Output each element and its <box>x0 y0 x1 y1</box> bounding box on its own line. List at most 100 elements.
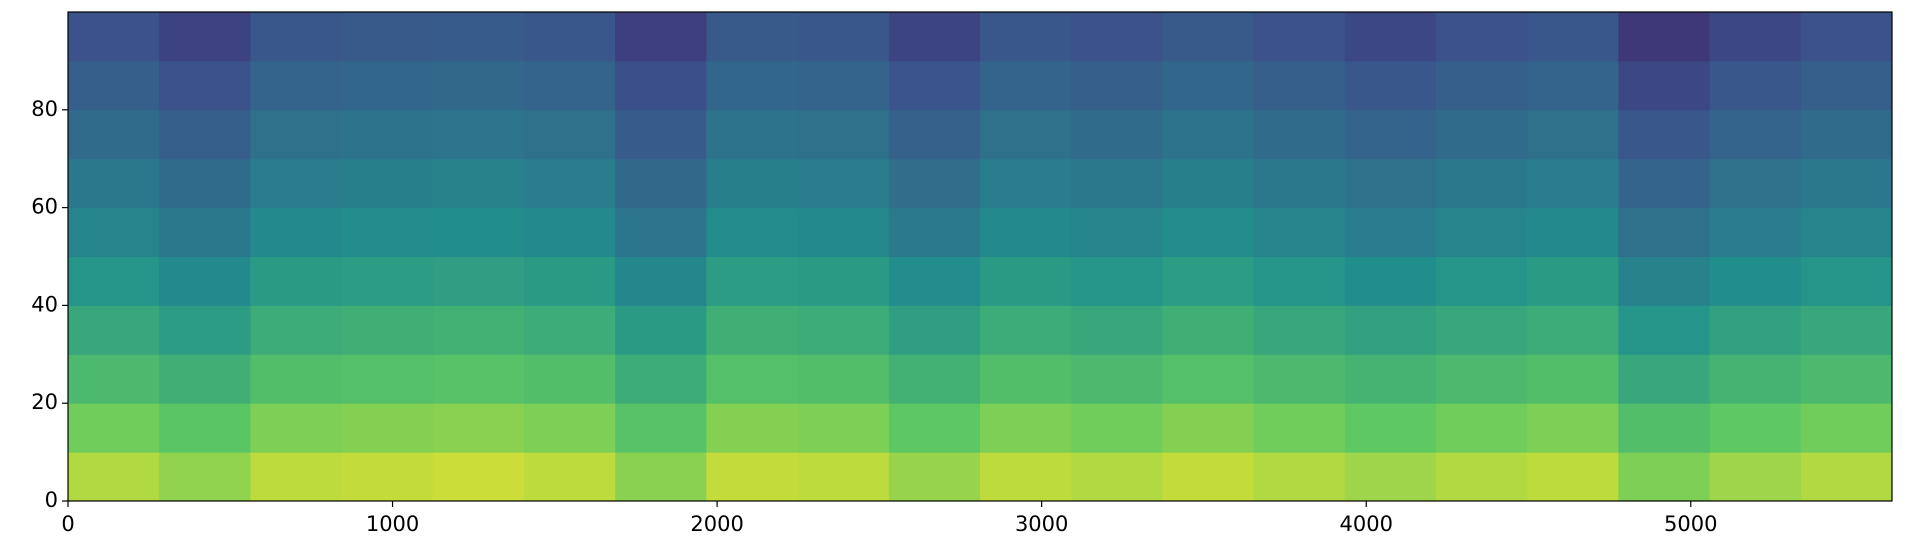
heatmap-cell <box>615 256 707 306</box>
heatmap-cell <box>980 256 1072 306</box>
heatmap-cell <box>432 403 525 453</box>
heatmap-cell <box>432 207 525 257</box>
heatmap-cell <box>68 305 160 355</box>
heatmap-cell <box>1800 60 1893 111</box>
heatmap-cell <box>68 256 160 306</box>
heatmap-cell <box>341 158 434 209</box>
heatmap-cell <box>432 12 525 62</box>
heatmap-cell <box>706 12 799 62</box>
heatmap-cell <box>159 158 251 209</box>
heatmap-cell <box>1618 60 1711 111</box>
heatmap-cell <box>1253 403 1346 453</box>
x-tick-label: 1000 <box>366 512 419 536</box>
heatmap-cell <box>1071 158 1163 209</box>
heatmap-cell <box>615 403 707 453</box>
heatmap-cell <box>1344 452 1437 502</box>
heatmap-cell <box>797 452 890 502</box>
heatmap-cell <box>1527 452 1619 502</box>
heatmap-cell <box>797 60 890 111</box>
heatmap-cell <box>1071 60 1163 111</box>
y-tick-label: 40 <box>31 292 58 316</box>
heatmap-cell <box>615 60 707 111</box>
heatmap-cell <box>1253 256 1346 306</box>
heatmap-cell <box>1527 305 1619 355</box>
heatmap-cell <box>341 109 434 160</box>
heatmap-cell <box>524 60 616 111</box>
heatmap-cell <box>706 403 799 453</box>
heatmap-cell <box>1709 60 1802 111</box>
heatmap-cell <box>341 60 434 111</box>
y-tick-label: 60 <box>31 195 58 219</box>
heatmap-cell <box>1344 207 1437 257</box>
heatmap-cell <box>524 158 616 209</box>
heatmap-cell <box>1436 12 1528 62</box>
heatmap-cell <box>1253 109 1346 160</box>
x-tick-label: 0 <box>61 512 74 536</box>
heatmap-cell <box>1071 12 1163 62</box>
heatmap-cell <box>706 305 799 355</box>
heatmap-cell <box>432 305 525 355</box>
heatmap-cell <box>888 12 981 62</box>
heatmap-cell <box>250 12 343 62</box>
heatmap-cell <box>615 354 707 404</box>
heatmap-cell <box>1162 207 1255 257</box>
heatmap-cell <box>797 256 890 306</box>
heatmap-cell <box>1527 354 1619 404</box>
heatmap-cell <box>1162 60 1255 111</box>
heatmap-cell <box>68 207 160 257</box>
heatmap-cell <box>980 207 1072 257</box>
heatmap-cell <box>1618 354 1711 404</box>
heatmap-cell <box>250 305 343 355</box>
heatmap-cell <box>159 354 251 404</box>
heatmap-cell <box>341 256 434 306</box>
heatmap-cell <box>1709 305 1802 355</box>
heatmap-cell <box>524 403 616 453</box>
heatmap-cell <box>1618 12 1711 62</box>
heatmap-cell <box>1800 12 1893 62</box>
heatmap-cell <box>706 207 799 257</box>
heatmap-cell <box>524 354 616 404</box>
heatmap-cell <box>797 403 890 453</box>
heatmap-cell <box>888 354 981 404</box>
heatmap-cell <box>1618 109 1711 160</box>
heatmap-cell <box>888 109 981 160</box>
heatmap-cell <box>888 60 981 111</box>
heatmap-cell <box>980 403 1072 453</box>
heatmap-cell <box>1253 452 1346 502</box>
heatmap-cell <box>1162 12 1255 62</box>
heatmap-cell <box>1253 158 1346 209</box>
heatmap-cell <box>1436 158 1528 209</box>
heatmap-cell <box>341 207 434 257</box>
heatmap-cell <box>1344 12 1437 62</box>
heatmap-cell <box>524 256 616 306</box>
heatmap-cell <box>1709 158 1802 209</box>
heatmap-cell <box>1162 354 1255 404</box>
y-tick-label: 0 <box>45 488 58 512</box>
heatmap-cell <box>159 452 251 502</box>
heatmap-cell <box>1527 12 1619 62</box>
heatmap-cell <box>68 158 160 209</box>
heatmap-cell <box>980 60 1072 111</box>
heatmap-cell <box>250 158 343 209</box>
heatmap-cell <box>1618 207 1711 257</box>
heatmap-cell <box>159 305 251 355</box>
heatmap-cell <box>1071 403 1163 453</box>
heatmap-cell <box>888 256 981 306</box>
heatmap-cell <box>1618 305 1711 355</box>
heatmap-cell <box>432 109 525 160</box>
y-tick-label: 20 <box>31 390 58 414</box>
heatmap-cell <box>1618 256 1711 306</box>
heatmap-cell <box>432 256 525 306</box>
heatmap-cell <box>1071 256 1163 306</box>
heatmap-cell <box>1344 305 1437 355</box>
heatmap-cell <box>1436 305 1528 355</box>
heatmap-cell <box>250 452 343 502</box>
heatmap-cell <box>524 452 616 502</box>
heatmap-cell <box>1618 452 1711 502</box>
heatmap-cell <box>341 354 434 404</box>
heatmap-cell <box>250 207 343 257</box>
heatmap-cell <box>797 207 890 257</box>
heatmap-cell <box>1162 109 1255 160</box>
heatmap-cell <box>1800 109 1893 160</box>
heatmap-cell <box>1436 60 1528 111</box>
